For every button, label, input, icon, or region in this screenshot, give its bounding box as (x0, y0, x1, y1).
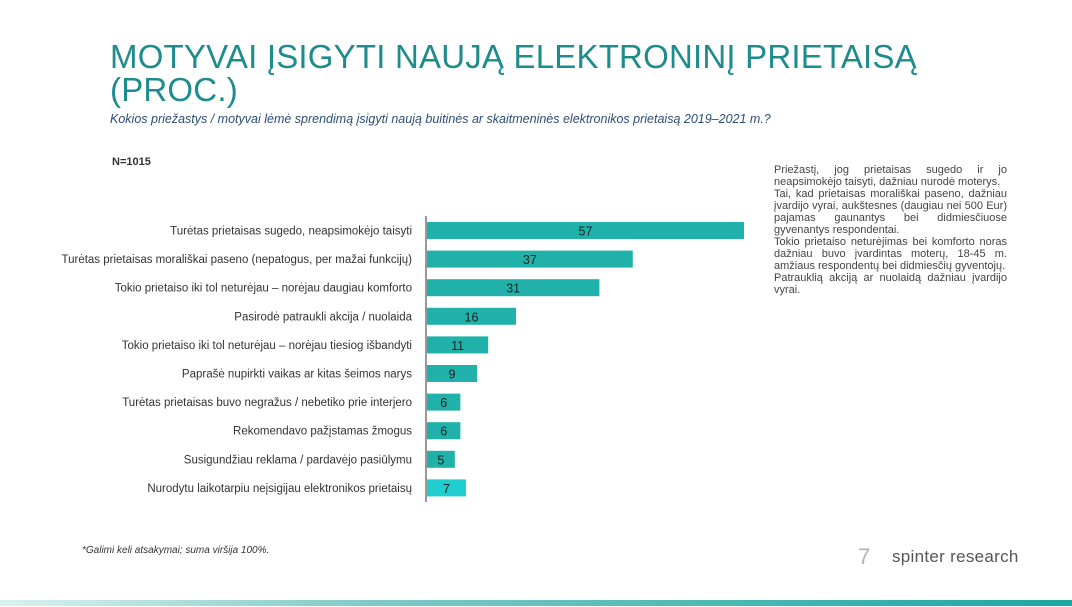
footnote: *Galimi keli atsakymai; suma viršija 100… (82, 545, 270, 556)
bar (427, 307, 516, 325)
data-label: 5 (437, 453, 444, 467)
note-paragraph: Tokio prietaiso neturėjimas bei komforto… (774, 236, 1007, 272)
commentary-text: Priežastį, jog prietaisas sugedo ir jo n… (774, 164, 1007, 296)
data-label: 6 (440, 396, 447, 410)
category-label: Turėtas prietaisas morališkai paseno (ne… (62, 254, 413, 266)
bar (427, 450, 455, 468)
sample-size-label: N=1015 (112, 156, 151, 168)
data-label: 11 (451, 339, 464, 353)
category-label: Paprašė nupirkti vaikas ar kitas šeimos … (182, 369, 412, 381)
brand-logo-text: spinter research (892, 547, 1019, 566)
category-label: Susigundžiau reklama / pardavėjo pasiūly… (184, 454, 412, 466)
data-label: 7 (443, 482, 450, 496)
bar (427, 279, 600, 297)
note-paragraph: Patrauklią akciją ar nuolaidą dažniau įv… (774, 272, 1007, 296)
data-label: 37 (523, 253, 537, 267)
data-label: 16 (465, 310, 479, 324)
data-label: 6 (440, 425, 447, 439)
note-paragraph: Priežastį, jog prietaisas sugedo ir jo n… (774, 164, 1007, 188)
category-label: Turėtas prietaisas buvo negražus / nebet… (122, 397, 412, 409)
page-number: 7 (858, 544, 871, 569)
data-label: 9 (449, 368, 456, 382)
data-label: 31 (506, 282, 520, 296)
bar (427, 422, 461, 440)
page-subtitle: Kokios priežastys / motyvai lėmė sprendi… (110, 112, 771, 126)
category-label: Tokio prietaiso iki tol neturėjau – norė… (115, 283, 412, 295)
category-label: Pasirodė patraukli akcija / nuolaida (234, 311, 412, 323)
bar (427, 222, 744, 239)
bar (427, 479, 466, 497)
bar (427, 365, 478, 382)
category-label: Nurodytu laikotarpiu neįsigijau elektron… (147, 483, 412, 495)
category-label: Turėtas prietaisas sugedo, neapsimokėjo … (170, 226, 412, 238)
page-title: MOTYVAI ĮSIGYTI NAUJĄ ELEKTRONINĮ PRIETA… (110, 38, 917, 108)
category-label: Tokio prietaiso iki tol neturėjau – norė… (122, 340, 412, 352)
data-label: 57 (579, 225, 593, 239)
footer-accent-bar (0, 600, 1072, 606)
bar-chart: Turėtas prietaisas sugedo, neapsimokėjo … (62, 216, 744, 502)
bar (427, 336, 489, 354)
bar (427, 393, 461, 411)
note-paragraph: Tai, kad prietaisas morališkai paseno, d… (774, 188, 1007, 236)
category-label: Rekomendavo pažįstamas žmogus (233, 426, 412, 438)
bar (427, 250, 633, 268)
